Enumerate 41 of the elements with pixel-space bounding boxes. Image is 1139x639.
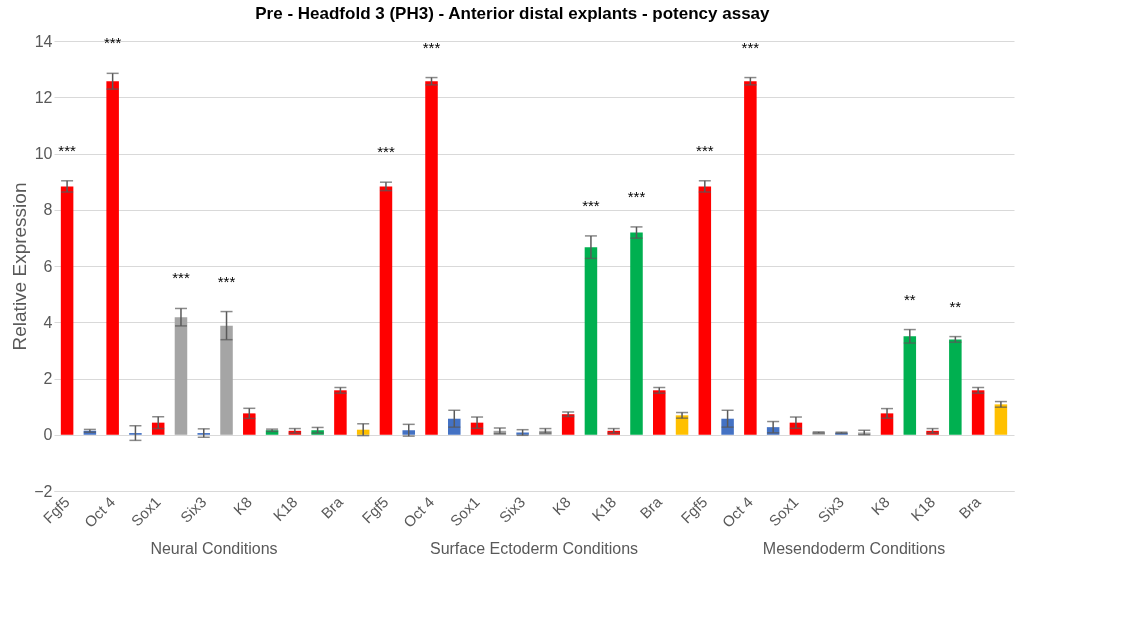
y-tick-label: 8 bbox=[43, 201, 53, 219]
text: Mesendoderm Conditions bbox=[762, 540, 946, 557]
x-tick-label: Oct 4 bbox=[718, 493, 757, 531]
text: Surface Ectoderm Conditions bbox=[429, 540, 639, 557]
x-tick-label: K18 bbox=[907, 493, 939, 525]
data-label: *** bbox=[582, 196, 600, 214]
x-tick-label: Oct 4 bbox=[399, 493, 438, 531]
chart-title: Pre - Headfold 3 (PH3) - Anterior distal explants - potency assay bbox=[255, 4, 771, 23]
x-tick-label: Bra bbox=[955, 492, 985, 522]
x-tick-label: Six3 bbox=[495, 493, 529, 526]
x-tick-label: K8 bbox=[867, 493, 893, 519]
x-tick-label: Bra bbox=[636, 492, 666, 522]
x-tick-label: Bra bbox=[317, 492, 347, 522]
y-tick-label: 10 bbox=[34, 145, 53, 162]
data-label: *** bbox=[741, 38, 760, 56]
y-axis-title: Relative Expression bbox=[9, 182, 31, 351]
x-tick-label: Oct 4 bbox=[80, 493, 119, 531]
data-label: *** bbox=[58, 141, 77, 159]
x-tick-label: Six3 bbox=[814, 493, 848, 526]
data-label: *** bbox=[172, 269, 190, 287]
y-tick-label: −2 bbox=[34, 482, 53, 500]
y-tick-label: 6 bbox=[43, 257, 53, 275]
y-tick-label: 0 bbox=[43, 426, 53, 444]
y-tick-label: 2 bbox=[43, 370, 53, 387]
data-label: *** bbox=[627, 187, 646, 205]
data-label: *** bbox=[422, 38, 441, 56]
x-tick-label: K8 bbox=[548, 493, 574, 519]
x-tick-label: Six3 bbox=[176, 493, 210, 526]
data-label: ** bbox=[903, 290, 916, 308]
data-label: *** bbox=[377, 143, 395, 161]
y-tick-label: 14 bbox=[34, 32, 53, 50]
x-tick-label: K8 bbox=[229, 493, 255, 519]
y-tick-label: 4 bbox=[43, 313, 53, 331]
data-label: *** bbox=[103, 34, 122, 52]
data-label: ** bbox=[949, 297, 962, 315]
y-tick-label: 12 bbox=[34, 88, 53, 106]
x-tick-label: K18 bbox=[588, 493, 620, 525]
x-tick-label: K18 bbox=[269, 493, 301, 525]
text: Neural Conditions bbox=[150, 540, 278, 557]
data-label: *** bbox=[217, 272, 236, 290]
data-label: *** bbox=[696, 141, 714, 159]
